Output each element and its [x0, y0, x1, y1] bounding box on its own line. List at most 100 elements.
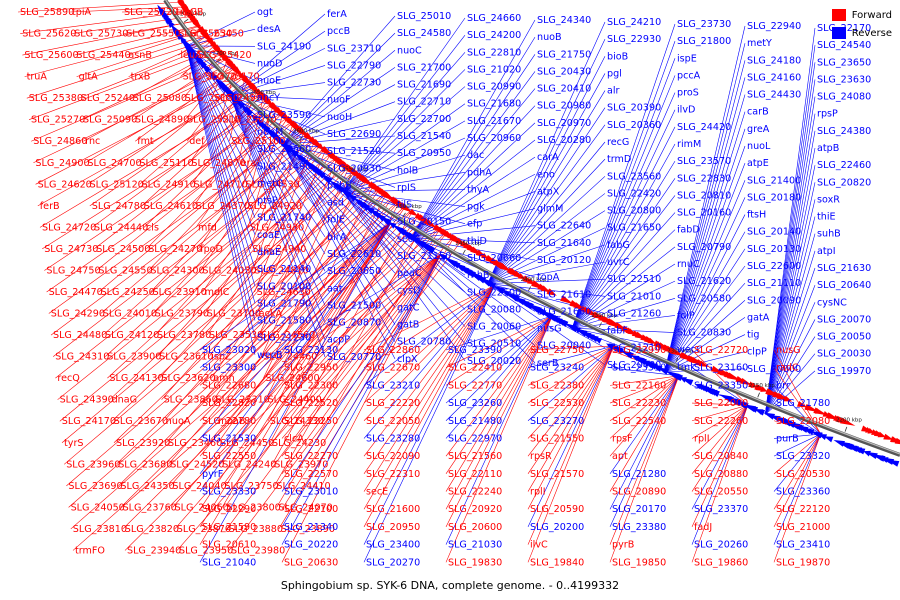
reverse-gene-label: SLG_20580: [677, 293, 731, 304]
forward-gene-label: radC: [776, 363, 799, 374]
reverse-gene-label: SLG_20790: [677, 242, 731, 253]
forward-gene-label: SLG_24470: [49, 287, 103, 298]
leader-line: [764, 45, 816, 415]
leader-line: [487, 56, 606, 284]
reverse-gene-label: coaE: [257, 230, 280, 241]
leader-line: [282, 135, 396, 145]
forward-gene-label: SLG_24810: [254, 265, 308, 276]
leader-line: [197, 117, 289, 250]
reverse-gene-label: SLG_20070: [817, 314, 871, 325]
leader-line: [571, 58, 676, 329]
forward-gene-label: SLG_22770: [448, 380, 502, 391]
leader-line: [204, 143, 321, 314]
reverse-gene-label: SLG_21150: [397, 251, 451, 262]
forward-gene-label: SLG_22290: [202, 504, 256, 515]
leader-line: [487, 124, 606, 284]
ruler-tick-label: 2350 kbp: [591, 313, 617, 319]
leader-line: [445, 315, 553, 528]
reverse-gene-label: nuoL: [747, 141, 771, 152]
reverse-gene-label: cysD: [397, 285, 420, 296]
leader-line: [39, 93, 264, 228]
leader-line: [124, 231, 447, 551]
leader-line: [609, 375, 680, 475]
reverse-gene-label: ahcY: [257, 93, 280, 104]
forward-gene-label: SLG_25720: [124, 7, 178, 18]
reverse-gene-arrow: [587, 334, 599, 343]
reverse-gene-label: SLG_21610: [537, 289, 591, 300]
legend-swatch-forward: [831, 9, 846, 21]
reverse-gene-label: cysNC: [817, 297, 847, 308]
reverse-gene-label: pgk: [467, 202, 485, 213]
leader-line: [691, 404, 749, 457]
leader-line: [363, 285, 496, 492]
reverse-gene-label: SLG_23350: [694, 380, 748, 391]
leader-line: [109, 170, 355, 400]
reverse-gene-label: birA: [327, 232, 347, 243]
leader-line: [199, 222, 392, 563]
reverse-gene-label: SLG_19970: [817, 366, 871, 377]
ruler-ticks: 2200 kbp 2250 kbp 2300 kbp 2350 kbp 2400 kbp…: [180, 12, 862, 432]
leader-line: [363, 285, 496, 528]
leader-line: [132, 57, 228, 120]
leader-line: [217, 197, 394, 443]
forward-gene-label: SLG_22260: [694, 416, 748, 427]
leader-line: [281, 253, 442, 386]
leader-line: [107, 161, 344, 379]
forward-gene-label: SLG_24480: [53, 330, 107, 341]
reverse-gene-label: SLG_21260: [607, 308, 661, 319]
leader-line: [571, 178, 676, 329]
leader-line: [691, 405, 749, 510]
leader-line: [664, 317, 746, 373]
forward-gene-label: SLG_24550: [98, 265, 152, 276]
reverse-gene-label: pyrF: [202, 469, 223, 480]
forward-gene-label: SLG_24120: [105, 330, 159, 341]
leader-line: [282, 118, 396, 145]
forward-gene-label: SLG_24130: [109, 373, 163, 384]
reverse-gene-label: pccA: [677, 70, 701, 81]
forward-gene-arrow: [317, 143, 324, 150]
reverse-gene-arrow: [489, 283, 497, 289]
leader-line: [211, 170, 356, 379]
leader-line: [411, 19, 536, 239]
leader-line: [104, 152, 332, 357]
leader-line: [281, 253, 442, 457]
leader-line: [161, 174, 362, 400]
leader-line: [773, 433, 821, 528]
leader-line: [185, 45, 256, 270]
reverse-gene-arrow: [656, 367, 669, 375]
forward-gene-label: SLG_24610: [144, 201, 198, 212]
reverse-gene-label: SLG_22610: [327, 249, 381, 260]
leader-line: [230, 82, 326, 96]
reverse-gene-label: SLG_20800: [607, 206, 661, 217]
leader-line: [72, 15, 194, 34]
forward-gene-label: SLG_24250: [101, 287, 155, 298]
reverse-gene-label: recG: [607, 137, 629, 148]
forward-gene-label: SLG_25270: [31, 115, 85, 126]
leader-line: [664, 111, 746, 372]
reverse-gene-label: SLG_24180: [747, 55, 801, 66]
leader-line: [527, 345, 614, 368]
forward-gene-label: SLG_24730: [44, 244, 98, 255]
reverse-gene-arrow: [886, 459, 900, 467]
reverse-gene-arrow: [594, 337, 603, 344]
forward-gene-label: SLG_22410: [448, 363, 502, 374]
leader-line: [411, 54, 536, 239]
leader-line: [185, 45, 256, 218]
ruler-tick-label: 2300 kbp: [667, 348, 693, 354]
leader-line: [411, 237, 536, 329]
reverse-gene-label: SLG_25010: [397, 11, 451, 22]
forward-gene-label: SLG_22520: [284, 398, 338, 409]
forward-gene-label: truA: [27, 72, 48, 83]
leader-line: [691, 404, 749, 475]
reverse-gene-label: SLG_21660: [537, 306, 591, 317]
reverse-gene-arrow: [642, 360, 658, 370]
reverse-gene-label: pdhB: [327, 180, 352, 191]
ruler-tick-label: 2750 kbp: [180, 12, 206, 18]
leader-line: [773, 433, 821, 492]
reverse-gene-label: SLG_20830: [677, 328, 731, 339]
reverse-gene-label: thyA: [467, 184, 490, 195]
forward-gene-label: SLG_20530: [776, 469, 830, 480]
leader-line: [764, 199, 816, 415]
forward-gene-label: SLG_19840: [530, 557, 584, 568]
